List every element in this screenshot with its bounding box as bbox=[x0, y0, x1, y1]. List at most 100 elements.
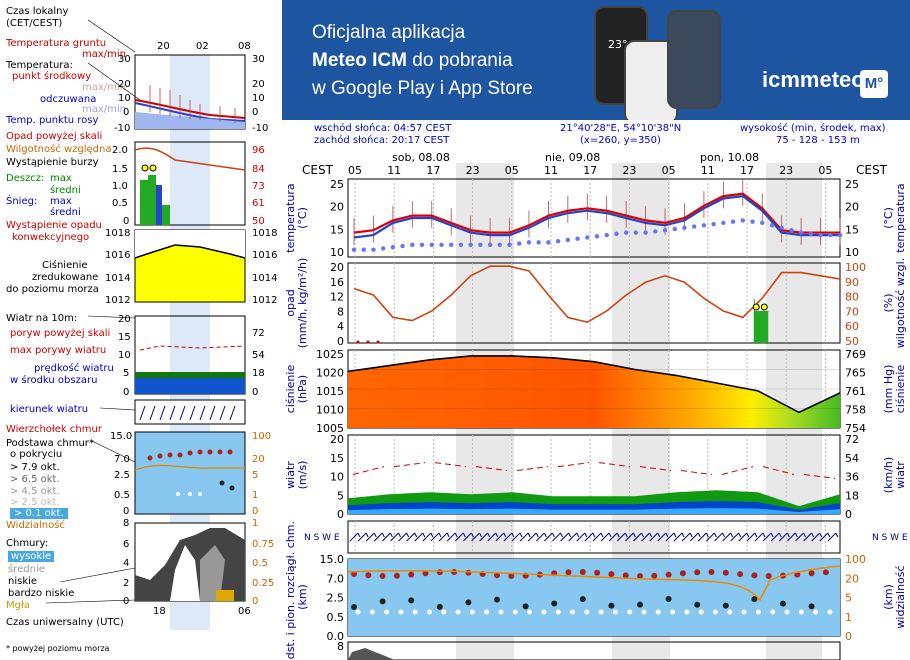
dew-point-marker bbox=[497, 242, 502, 248]
cloud-base-light-dot bbox=[670, 609, 676, 615]
svg-text:96: 96 bbox=[252, 145, 265, 156]
fog-label: Mgła bbox=[6, 600, 30, 611]
cloud-base-light-dot bbox=[469, 609, 475, 615]
cloud-base-light-dot bbox=[555, 609, 561, 615]
tick-right-press-4: 754 bbox=[845, 422, 866, 435]
tick-right-temp-1: 20 bbox=[845, 201, 859, 214]
tick-left-cloud-0: 15.0 bbox=[320, 553, 345, 566]
dew-point-marker bbox=[662, 227, 668, 233]
cloud-top-dot bbox=[594, 569, 601, 576]
dew-point-marker bbox=[789, 227, 794, 233]
compass-right: N S W E bbox=[872, 533, 908, 543]
cloud-base-light-dot bbox=[627, 609, 633, 615]
app-promo-banner[interactable]: Oficjalna aplikacja Meteo ICM do pobrani… bbox=[282, 0, 910, 120]
humidity-label: Wilgotność względna bbox=[6, 144, 112, 155]
high-clouds-label: wysokie bbox=[8, 551, 55, 562]
tick-left-wind-1: 15 bbox=[330, 452, 344, 465]
wind-arrow bbox=[406, 532, 416, 542]
axis-unit-left-press: (hPa) bbox=[296, 375, 309, 403]
wind-arrow bbox=[803, 532, 812, 542]
dew-point-marker bbox=[594, 234, 600, 239]
tick-right-precip-2: 80 bbox=[845, 291, 859, 304]
wind-arrow-barb bbox=[722, 532, 725, 538]
wind-arrow-barb bbox=[584, 532, 588, 538]
dew-point-marker bbox=[604, 232, 609, 238]
max-gust-dash bbox=[393, 462, 426, 468]
wind-arrow-barb bbox=[560, 532, 563, 538]
svg-text:0.5: 0.5 bbox=[252, 558, 268, 569]
axis-unit-left-temp: (°C) bbox=[296, 207, 309, 229]
dew-point-marker bbox=[740, 218, 745, 223]
max-gust-dash bbox=[680, 470, 713, 475]
svg-text:50: 50 bbox=[252, 216, 265, 227]
left-cloud-panel bbox=[134, 431, 246, 515]
time-local-label: Czas lokalny bbox=[6, 6, 69, 17]
max-gust-dash bbox=[803, 474, 836, 479]
cloud-top-dot bbox=[565, 569, 572, 576]
tick-left-cloud-4: 0.0 bbox=[327, 630, 345, 643]
hour-top-3: 08 bbox=[238, 41, 251, 52]
wind-arrow bbox=[665, 532, 675, 542]
tick-right-temp-3: 10 bbox=[845, 246, 859, 259]
day-label-0: sob, 08.08 bbox=[392, 151, 450, 164]
cloud-top-dot bbox=[579, 569, 586, 576]
wind-arrow-barb bbox=[365, 532, 369, 538]
dew-point-marker bbox=[769, 223, 775, 228]
dew-point-marker bbox=[380, 246, 386, 251]
max-gust-dash bbox=[639, 466, 672, 472]
max-gust-dash bbox=[721, 466, 754, 475]
cloud-base-light-dot bbox=[455, 609, 461, 615]
wind-arrow bbox=[770, 532, 780, 542]
wind-arrow bbox=[373, 532, 383, 542]
dew-point-marker bbox=[351, 247, 357, 252]
wind-arrow-barb bbox=[406, 532, 410, 538]
svg-text:1.5: 1.5 bbox=[112, 164, 128, 175]
hour-label-10: 17 bbox=[740, 164, 754, 177]
wind-arrow bbox=[365, 532, 375, 542]
wind-arrow-barb bbox=[592, 532, 596, 538]
cloud-top-dot bbox=[708, 569, 715, 576]
tick-left-wind-3: 5 bbox=[337, 489, 344, 502]
cloud-base-dot bbox=[665, 596, 672, 603]
axis-unit-left-precip: (mm/h, kg/m²/h) bbox=[296, 258, 309, 349]
wind-speed-label: prędkość wiatru bbox=[34, 363, 114, 374]
dew-point-marker bbox=[410, 242, 415, 248]
wind-arrow bbox=[722, 532, 731, 542]
wind-arrow-barb bbox=[422, 532, 426, 538]
tick-left-precip-3: 8 bbox=[337, 305, 344, 318]
cloud-base-light-dot bbox=[384, 609, 390, 615]
mid-point-label: punkt środkowy bbox=[12, 71, 92, 82]
svg-text:18: 18 bbox=[252, 368, 265, 379]
tick-right-precip-5: 50 bbox=[845, 335, 859, 348]
snow-mean-label: średni bbox=[50, 207, 81, 218]
rain-bar bbox=[754, 311, 769, 343]
hour-label-8: 05 bbox=[662, 164, 676, 177]
wind-arrow bbox=[568, 532, 578, 542]
wind-arrow bbox=[463, 532, 472, 542]
wind-arrow bbox=[503, 532, 513, 542]
wind-speed-base bbox=[348, 508, 840, 514]
wind-arrow-barb bbox=[746, 532, 750, 538]
svg-text:15: 15 bbox=[118, 332, 131, 343]
svg-text:0.5: 0.5 bbox=[112, 198, 128, 209]
dew-point-marker bbox=[623, 230, 629, 235]
precip-occ-label: Wystąpienie opadu bbox=[6, 220, 102, 231]
tick-right-press-2: 761 bbox=[845, 385, 866, 398]
cloud-base-dot bbox=[436, 603, 443, 610]
wind-arrow-barb bbox=[697, 532, 701, 538]
hour-label-12: 05 bbox=[818, 164, 832, 177]
banner-line-2: Meteo ICM do pobrania bbox=[312, 50, 513, 71]
pressure-label3: do poziomu morza bbox=[6, 284, 99, 295]
cloud-base-light-dot bbox=[527, 609, 533, 615]
wind-arrow bbox=[649, 532, 659, 542]
wind-arrow bbox=[608, 532, 618, 542]
max-gust-dash bbox=[598, 462, 631, 468]
axis-label-right-cloud: widzialność bbox=[894, 565, 907, 628]
cloud-top-dot bbox=[436, 569, 443, 576]
wind-arrow bbox=[535, 532, 545, 542]
wind-arrow bbox=[730, 532, 740, 542]
cloud-top-dot bbox=[765, 572, 772, 579]
tick-left-cov: 8 bbox=[337, 640, 344, 653]
utc-label: Czas uniwersalny (UTC) bbox=[6, 617, 124, 628]
